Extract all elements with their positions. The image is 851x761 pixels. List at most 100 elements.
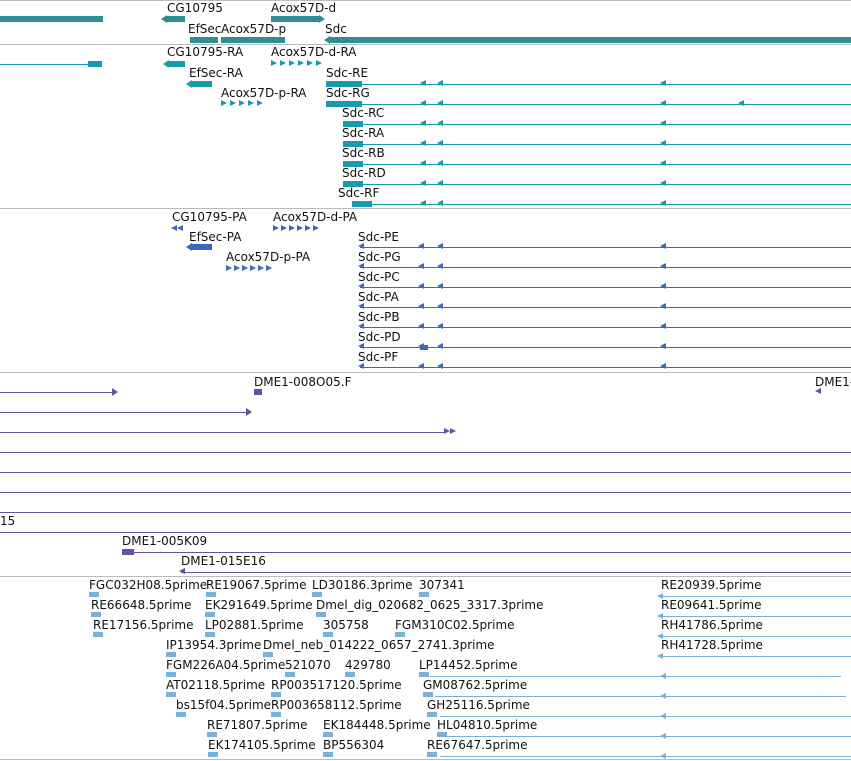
est-track-label[interactable]: 307341 bbox=[419, 578, 465, 592]
feature-block[interactable] bbox=[206, 592, 216, 597]
strand-arrow-left-icon[interactable] bbox=[177, 225, 183, 231]
strand-arrow-left-icon[interactable] bbox=[420, 100, 426, 106]
est-track-label[interactable]: 521070 bbox=[285, 658, 331, 672]
est-track-label[interactable]: EK291649.5prime bbox=[205, 598, 313, 612]
est-track-label[interactable]: RE71807.5prime bbox=[207, 718, 308, 732]
feature-block[interactable] bbox=[420, 345, 428, 350]
strand-arrow-left-icon[interactable] bbox=[660, 323, 666, 329]
strand-arrow-right-icon[interactable] bbox=[226, 265, 232, 271]
feature-block[interactable] bbox=[343, 121, 363, 127]
strand-arrow-right-icon[interactable] bbox=[239, 100, 245, 106]
est-track-label[interactable]: RE09641.5prime bbox=[661, 598, 762, 612]
feature-block[interactable] bbox=[166, 692, 176, 697]
strand-arrow-left-icon[interactable] bbox=[437, 323, 443, 329]
strand-arrow-right-icon[interactable] bbox=[280, 60, 286, 66]
feature-block[interactable] bbox=[423, 692, 433, 697]
feature-block[interactable] bbox=[419, 592, 429, 597]
strand-arrow-left-icon[interactable] bbox=[437, 140, 443, 146]
feature-block[interactable] bbox=[330, 37, 851, 43]
est-track-label[interactable]: 305758 bbox=[323, 618, 369, 632]
strand-arrow-right-icon[interactable] bbox=[319, 15, 325, 23]
feature-block[interactable] bbox=[122, 549, 134, 555]
strand-arrow-right-icon[interactable] bbox=[257, 100, 263, 106]
transcript-track-label[interactable]: Acox57D-d-RA bbox=[271, 45, 357, 59]
strand-arrow-left-icon[interactable] bbox=[437, 80, 443, 86]
feature-block[interactable] bbox=[271, 16, 319, 22]
strand-arrow-left-icon[interactable] bbox=[358, 243, 364, 249]
feature-block[interactable] bbox=[437, 732, 447, 737]
strand-arrow-left-icon[interactable] bbox=[657, 633, 663, 639]
feature-block[interactable] bbox=[167, 16, 185, 22]
strand-arrow-right-icon[interactable] bbox=[258, 265, 264, 271]
strand-arrow-left-icon[interactable] bbox=[358, 323, 364, 329]
feature-block[interactable] bbox=[0, 16, 103, 22]
feature-block[interactable] bbox=[395, 632, 405, 637]
strand-arrow-left-icon[interactable] bbox=[660, 243, 666, 249]
strand-arrow-left-icon[interactable] bbox=[660, 673, 666, 679]
est-track-label[interactable]: bs15f04.5prime bbox=[176, 698, 272, 712]
feature-block[interactable] bbox=[190, 244, 212, 250]
feature-block[interactable] bbox=[190, 81, 212, 87]
protein-track-label[interactable]: Sdc-PF bbox=[358, 350, 399, 364]
transcript-track-label[interactable]: Sdc-RF bbox=[338, 186, 380, 200]
strand-arrow-left-icon[interactable] bbox=[418, 243, 424, 249]
strand-arrow-right-icon[interactable] bbox=[221, 100, 227, 106]
strand-arrow-right-icon[interactable] bbox=[266, 265, 272, 271]
strand-arrow-left-icon[interactable] bbox=[437, 100, 443, 106]
gene-track-label[interactable]: Acox57D-p bbox=[221, 22, 287, 36]
clone-track-label[interactable]: DME1-005K09 bbox=[122, 534, 208, 548]
protein-track-label[interactable]: Sdc-PC bbox=[358, 270, 400, 284]
strand-arrow-right-icon[interactable] bbox=[450, 428, 456, 434]
est-track-label[interactable]: Dmel_neb_014222_0657_2741.3prime bbox=[263, 638, 495, 652]
strand-arrow-left-icon[interactable] bbox=[418, 263, 424, 269]
feature-block[interactable] bbox=[323, 732, 333, 737]
strand-arrow-left-icon[interactable] bbox=[657, 593, 663, 599]
est-track-label[interactable]: LP02881.5prime bbox=[205, 618, 304, 632]
transcript-track-label[interactable]: Sdc-RA bbox=[342, 126, 385, 140]
strand-arrow-right-icon[interactable] bbox=[250, 265, 256, 271]
gene-track-label[interactable]: Sdc bbox=[325, 22, 347, 36]
feature-block[interactable] bbox=[312, 592, 322, 597]
strand-arrow-left-icon[interactable] bbox=[738, 100, 744, 106]
feature-block[interactable] bbox=[343, 141, 363, 147]
strand-arrow-left-icon[interactable] bbox=[660, 160, 666, 166]
est-track-label[interactable]: EK184448.5prime bbox=[323, 718, 431, 732]
est-track-label[interactable]: BP556304 bbox=[323, 738, 385, 752]
est-track-label[interactable]: GM08762.5prime bbox=[423, 678, 528, 692]
strand-arrow-right-icon[interactable] bbox=[297, 225, 303, 231]
feature-block[interactable] bbox=[285, 672, 295, 677]
strand-arrow-right-icon[interactable] bbox=[271, 60, 277, 66]
strand-arrow-left-icon[interactable] bbox=[418, 283, 424, 289]
strand-arrow-left-icon[interactable] bbox=[437, 180, 443, 186]
strand-arrow-left-icon[interactable] bbox=[420, 80, 426, 86]
feature-block[interactable] bbox=[166, 672, 176, 677]
strand-arrow-right-icon[interactable] bbox=[234, 265, 240, 271]
strand-arrow-left-icon[interactable] bbox=[437, 160, 443, 166]
clone-track-label[interactable]: DME1-008O05.F bbox=[254, 375, 352, 389]
protein-track-label[interactable]: Sdc-PD bbox=[358, 330, 401, 344]
feature-block[interactable] bbox=[263, 652, 273, 657]
clone-track-label[interactable]: DME1-015E16 bbox=[181, 554, 266, 568]
strand-arrow-left-icon[interactable] bbox=[418, 303, 424, 309]
strand-arrow-left-icon[interactable] bbox=[171, 225, 177, 231]
feature-block[interactable] bbox=[419, 672, 429, 677]
strand-arrow-left-icon[interactable] bbox=[660, 733, 666, 739]
feature-block[interactable] bbox=[271, 692, 281, 697]
feature-block[interactable] bbox=[352, 201, 372, 207]
feature-block[interactable] bbox=[91, 612, 101, 617]
strand-arrow-right-icon[interactable] bbox=[242, 265, 248, 271]
strand-arrow-left-icon[interactable] bbox=[437, 243, 443, 249]
est-track-label[interactable]: FGM226A04.5prime bbox=[166, 658, 286, 672]
strand-arrow-right-icon[interactable] bbox=[289, 225, 295, 231]
strand-arrow-left-icon[interactable] bbox=[437, 343, 443, 349]
est-track-label[interactable]: RE17156.5prime bbox=[93, 618, 194, 632]
feature-block[interactable] bbox=[167, 61, 185, 67]
feature-block[interactable] bbox=[89, 592, 99, 597]
protein-track-label[interactable]: Sdc-PA bbox=[358, 290, 399, 304]
strand-arrow-left-icon[interactable] bbox=[660, 140, 666, 146]
est-track-label[interactable]: RE66648.5prime bbox=[91, 598, 192, 612]
est-track-label[interactable]: RE20939.5prime bbox=[661, 578, 762, 592]
strand-arrow-left-icon[interactable] bbox=[161, 15, 167, 23]
est-track-label[interactable]: GH25116.5prime bbox=[427, 698, 530, 712]
est-track-label[interactable]: RE67647.5prime bbox=[427, 738, 528, 752]
